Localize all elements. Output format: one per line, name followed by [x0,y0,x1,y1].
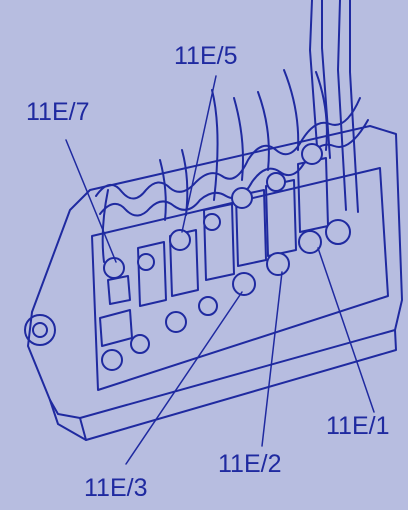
wire-harness [101,0,359,263]
callout-11e7: 11E/7 [26,98,90,126]
housing-outline [27,125,403,419]
callout-11e3: 11E/3 [84,474,148,502]
relay-blocks [99,157,329,347]
callout-11e1: 11E/1 [326,412,390,440]
wire-clip-rail [95,97,361,200]
mounting-eyelet [24,314,56,346]
callout-leaders [65,75,375,465]
connector-pins [101,143,351,371]
callout-11e2: 11E/2 [218,450,282,478]
callout-11e5: 11E/5 [174,42,238,70]
